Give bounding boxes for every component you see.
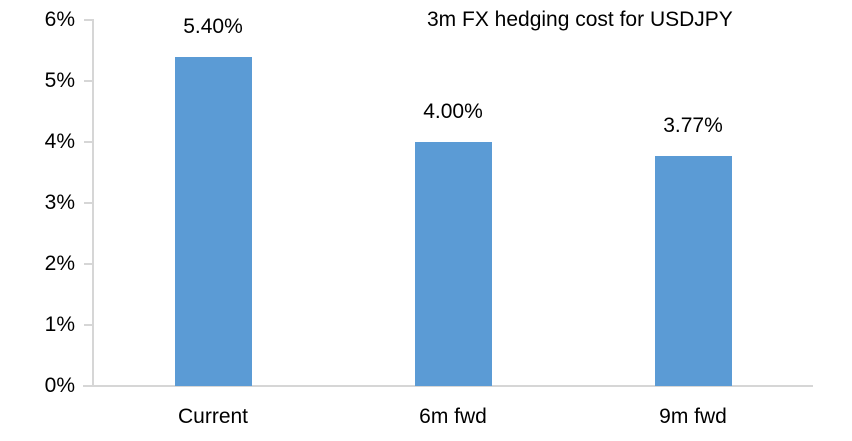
- bar-value-label: 5.40%: [183, 14, 243, 38]
- bar: [654, 156, 732, 386]
- y-axis-tick-label: 3%: [44, 191, 75, 214]
- y-axis-tick-label: 6%: [44, 8, 75, 31]
- y-axis-tick-label: 4%: [44, 130, 75, 153]
- bar-value-label: 3.77%: [663, 114, 723, 138]
- y-axis-tick-label: 2%: [44, 252, 75, 275]
- y-axis-tick: [84, 202, 93, 204]
- chart-title: 3m FX hedging cost for USDJPY: [427, 8, 733, 31]
- y-axis-tick-label: 0%: [44, 374, 75, 397]
- bar-value-label: 4.00%: [423, 100, 483, 123]
- bar: [414, 142, 492, 386]
- y-axis-tick: [84, 385, 93, 387]
- y-axis-tick: [84, 324, 93, 326]
- x-axis-category-label: 6m fwd: [419, 405, 487, 428]
- x-axis-category-label: Current: [177, 405, 249, 428]
- y-axis-tick: [84, 80, 93, 82]
- y-axis-tick-label: 1%: [44, 313, 75, 336]
- x-axis-line: [83, 385, 813, 387]
- y-axis-tick-label: 5%: [44, 69, 75, 92]
- y-axis-tick: [84, 19, 93, 21]
- x-axis-category-label: 9m fwd: [659, 405, 727, 428]
- bar: [174, 56, 252, 386]
- y-axis-tick: [84, 263, 93, 265]
- y-axis-tick: [84, 141, 93, 143]
